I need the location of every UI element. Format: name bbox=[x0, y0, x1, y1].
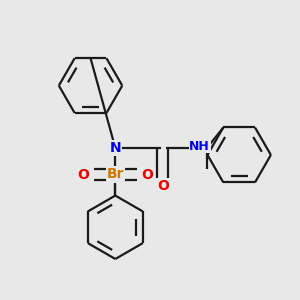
Text: N: N bbox=[110, 141, 121, 155]
Text: NH: NH bbox=[189, 140, 210, 152]
Text: S: S bbox=[110, 167, 121, 182]
Text: O: O bbox=[78, 168, 90, 182]
Text: O: O bbox=[157, 179, 169, 193]
Text: Br: Br bbox=[106, 167, 124, 181]
Text: O: O bbox=[141, 168, 153, 182]
